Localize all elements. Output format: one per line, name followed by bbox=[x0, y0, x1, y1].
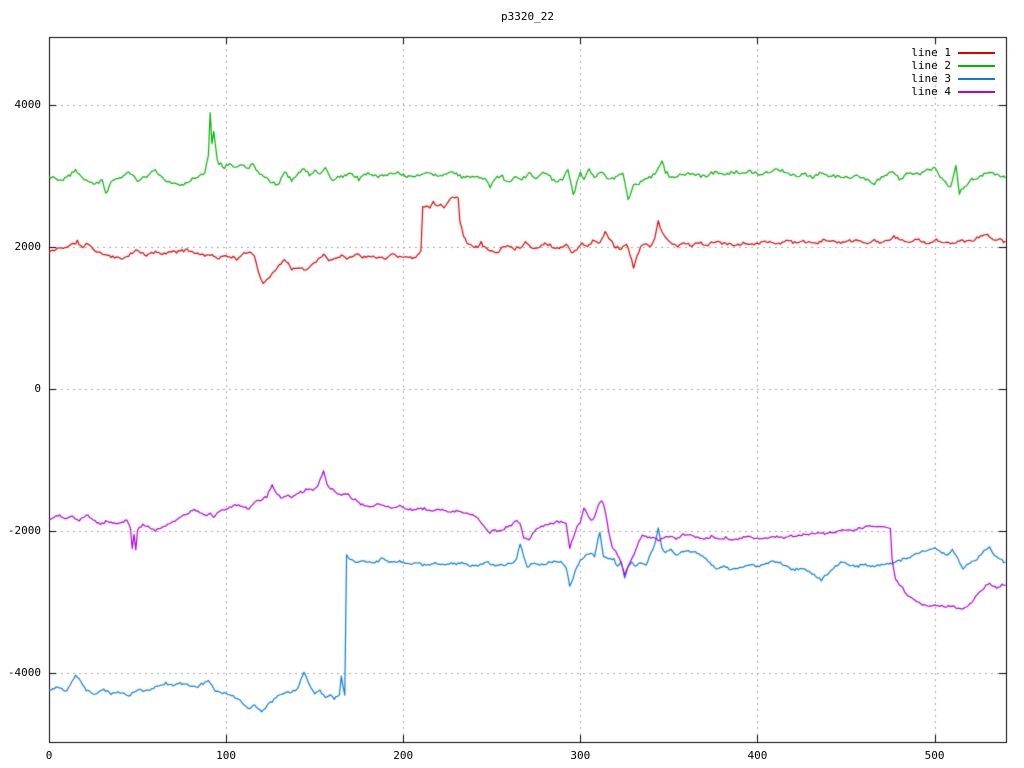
y-tick-label: -4000 bbox=[7, 665, 41, 679]
y-tick-label: 2000 bbox=[14, 240, 42, 254]
y-tick-label: -2000 bbox=[7, 523, 41, 537]
x-tick-label: 500 bbox=[924, 749, 945, 762]
x-tick-label: 400 bbox=[747, 749, 768, 762]
legend: line 1 line 2 line 3 line 4 bbox=[911, 46, 995, 98]
x-tick-label: 200 bbox=[393, 749, 414, 762]
legend-label: line 4 bbox=[911, 85, 951, 98]
legend-line-sample bbox=[958, 64, 995, 67]
legend-item: line 2 bbox=[911, 59, 995, 72]
x-tick-label: 100 bbox=[216, 749, 237, 762]
x-tick-label: 300 bbox=[570, 749, 591, 762]
legend-label: line 3 bbox=[911, 72, 951, 85]
y-tick-label: 4000 bbox=[14, 98, 42, 112]
legend-line-sample bbox=[958, 51, 995, 54]
legend-line-sample bbox=[958, 90, 995, 93]
x-tick-label: 0 bbox=[45, 749, 53, 762]
legend-item: line 3 bbox=[911, 72, 995, 85]
y-tick-label: 0 bbox=[34, 382, 41, 395]
legend-label: line 1 bbox=[911, 46, 951, 59]
legend-item: line 1 bbox=[911, 46, 995, 59]
legend-line-sample bbox=[958, 77, 995, 80]
legend-label: line 2 bbox=[911, 59, 951, 72]
legend-item: line 4 bbox=[911, 85, 995, 98]
